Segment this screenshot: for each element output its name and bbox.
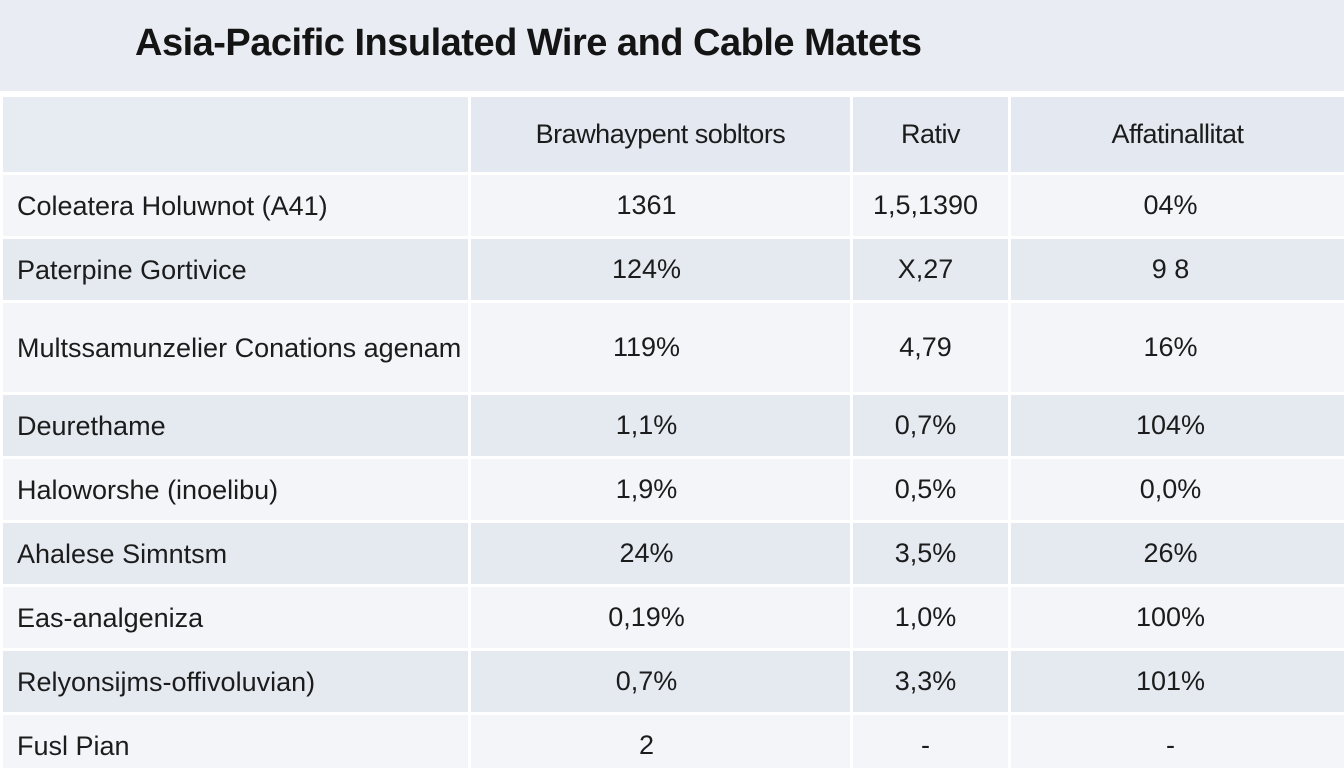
row-value-col1: 119%: [468, 300, 853, 395]
row-value-col2: 4,79: [850, 300, 1011, 395]
row-label: Relyonsijms-offivoluvian): [0, 648, 471, 715]
table-row: Ahalese Simntsm 24% 3,5% 26%: [0, 520, 1344, 587]
row-value-col1: 124%: [468, 236, 853, 303]
row-value-col1: 0,19%: [468, 584, 853, 651]
row-value-col3: 26%: [1008, 520, 1344, 587]
market-table: Brawhaypent sobltors Rativ Affatinallita…: [0, 94, 1344, 768]
table-row: Relyonsijms-offivoluvian) 0,7% 3,3% 101%: [0, 648, 1344, 715]
row-value-col3: 104%: [1008, 392, 1344, 459]
header-cell-col2: Rativ: [850, 94, 1011, 175]
row-label: Haloworshe (inoelibu): [0, 456, 471, 523]
header-cell-col1: Brawhaypent sobltors: [468, 94, 853, 175]
row-value-col2: X,27: [850, 236, 1011, 303]
row-value-col2: 0,5%: [850, 456, 1011, 523]
row-value-col2: 1,5,1390: [850, 172, 1011, 239]
row-value-col2: 1,0%: [850, 584, 1011, 651]
row-value-col3: 9 8: [1008, 236, 1344, 303]
row-label: Ahalese Simntsm: [0, 520, 471, 587]
row-value-col1: 2: [468, 712, 853, 768]
row-value-col1: 1,9%: [468, 456, 853, 523]
header-cell-col3: Affatinallitat: [1008, 94, 1344, 175]
table-row: Deurethame 1,1% 0,7% 104%: [0, 392, 1344, 459]
row-label: Coleatera Holuwnot (A41): [0, 172, 471, 239]
row-value-col2: 0,7%: [850, 392, 1011, 459]
row-label: Fusl Pian: [0, 712, 471, 768]
row-label: Eas-analgeniza: [0, 584, 471, 651]
row-value-col3: -: [1008, 712, 1344, 768]
title-bar: Asia-Pacific Insulated Wire and Cable Ma…: [0, 0, 1344, 94]
row-label: Paterpine Gortivice: [0, 236, 471, 303]
row-value-col3: 0,0%: [1008, 456, 1344, 523]
row-value-col1: 1361: [468, 172, 853, 239]
row-value-col1: 24%: [468, 520, 853, 587]
row-label: Multssamunzelier Conations agenam: [0, 300, 471, 395]
table-row: Eas-analgeniza 0,19% 1,0% 100%: [0, 584, 1344, 651]
row-value-col1: 0,7%: [468, 648, 853, 715]
row-value-col3: 04%: [1008, 172, 1344, 239]
row-value-col1: 1,1%: [468, 392, 853, 459]
row-value-col3: 16%: [1008, 300, 1344, 395]
table-header-row: Brawhaypent sobltors Rativ Affatinallita…: [0, 94, 1344, 175]
row-value-col2: 3,3%: [850, 648, 1011, 715]
row-value-col2: -: [850, 712, 1011, 768]
row-value-col2: 3,5%: [850, 520, 1011, 587]
table-row: Haloworshe (inoelibu) 1,9% 0,5% 0,0%: [0, 456, 1344, 523]
table-row: Paterpine Gortivice 124% X,27 9 8: [0, 236, 1344, 303]
table-row: Fusl Pian 2 - -: [0, 712, 1344, 768]
row-value-col3: 101%: [1008, 648, 1344, 715]
header-cell-corner: [0, 94, 471, 175]
page-title: Asia-Pacific Insulated Wire and Cable Ma…: [135, 22, 922, 64]
table-row: Coleatera Holuwnot (A41) 1361 1,5,1390 0…: [0, 172, 1344, 239]
row-value-col3: 100%: [1008, 584, 1344, 651]
row-label: Deurethame: [0, 392, 471, 459]
table-row: Multssamunzelier Conations agenam 119% 4…: [0, 300, 1344, 395]
